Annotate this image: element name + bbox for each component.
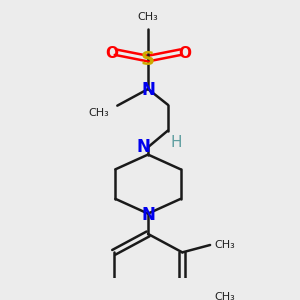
Text: N: N — [141, 206, 155, 224]
Text: H: H — [170, 135, 182, 150]
Text: CH₃: CH₃ — [138, 12, 158, 22]
Text: CH₃: CH₃ — [88, 108, 110, 118]
Text: N: N — [136, 138, 150, 156]
Text: CH₃: CH₃ — [214, 292, 235, 300]
Text: O: O — [105, 46, 118, 61]
Text: N: N — [141, 81, 155, 99]
Text: CH₃: CH₃ — [214, 240, 235, 250]
Text: S: S — [141, 50, 155, 69]
Text: O: O — [178, 46, 191, 61]
